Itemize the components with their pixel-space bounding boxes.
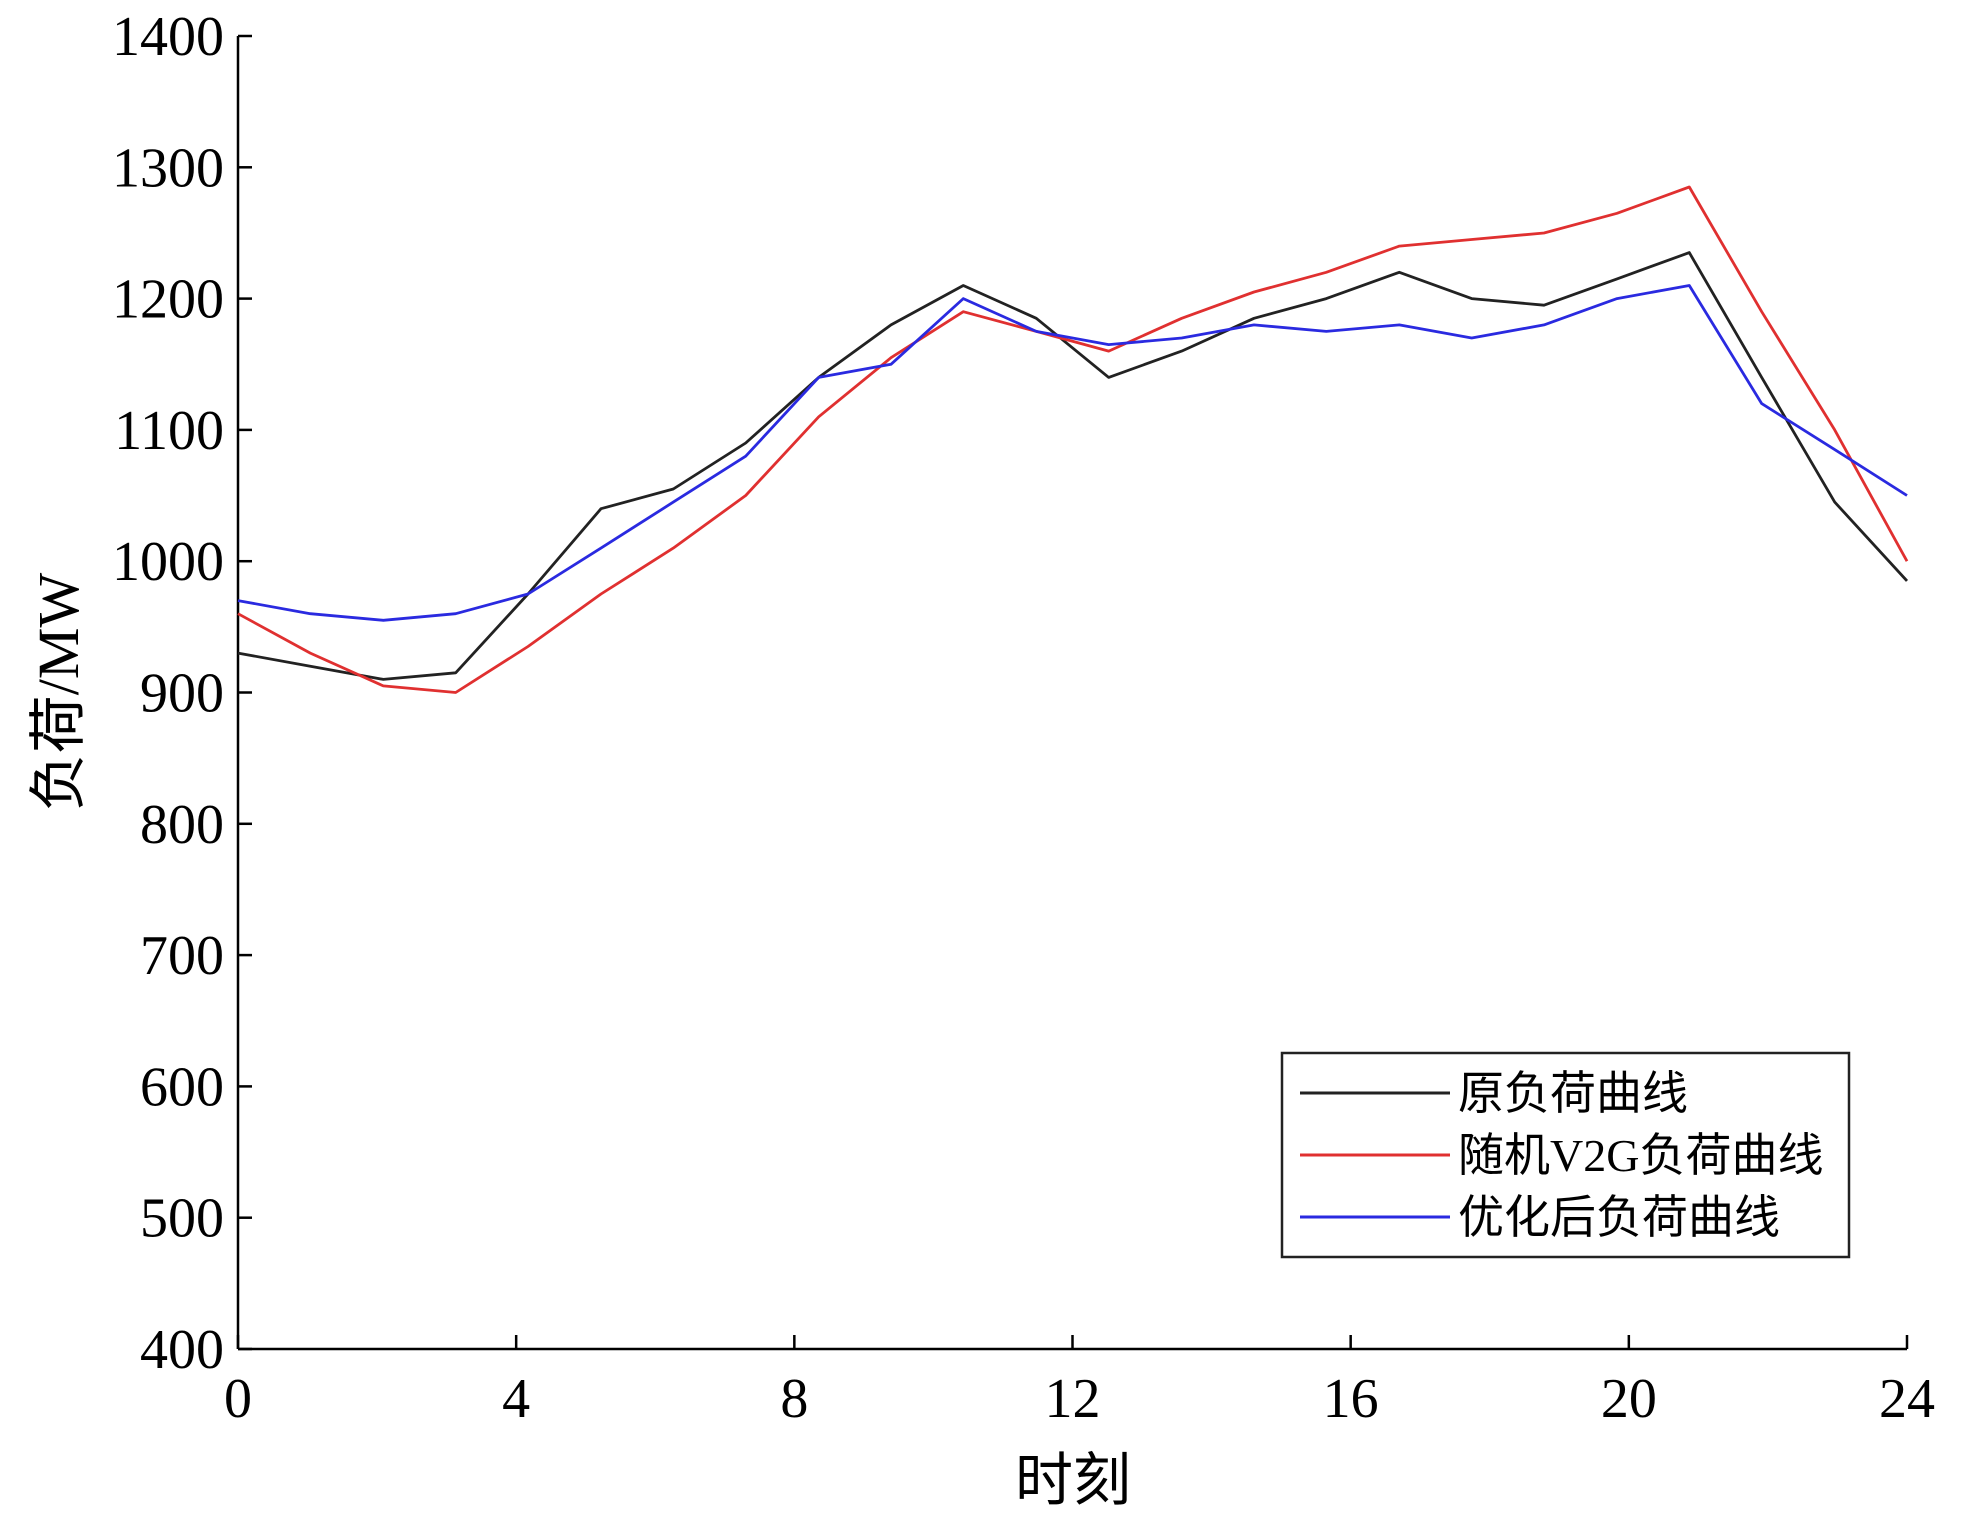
series-line-1 xyxy=(237,251,1909,681)
legend-label-1: 原负荷曲线 xyxy=(1458,1068,1688,1119)
x-tick-label: 12 xyxy=(1045,1368,1101,1430)
x-axis-label: 时刻 xyxy=(1015,1448,1131,1513)
x-tick-label: 8 xyxy=(780,1368,808,1430)
y-tick-label: 600 xyxy=(140,1056,224,1118)
x-tick-label: 0 xyxy=(224,1368,252,1430)
x-tick-label: 4 xyxy=(502,1368,530,1430)
series-line-3 xyxy=(237,284,1908,622)
x-tick-label: 24 xyxy=(1879,1368,1935,1430)
y-tick-label: 1400 xyxy=(112,6,224,68)
y-tick-label: 700 xyxy=(140,925,224,987)
x-tick-label: 16 xyxy=(1323,1368,1379,1430)
series-lines xyxy=(237,185,1909,694)
y-tick-label: 800 xyxy=(140,794,224,856)
legend-label-3: 优化后负荷曲线 xyxy=(1458,1192,1780,1243)
y-tick-label: 1300 xyxy=(112,137,224,199)
y-tick-label: 500 xyxy=(140,1188,224,1250)
x-tick-label: 20 xyxy=(1601,1368,1657,1430)
series-line-2 xyxy=(237,185,1909,694)
y-axis-label: 负荷/MW xyxy=(26,573,91,812)
axes: 0 4 8 12 16 20 24 400 500 600 700 800 900 1000 1100 120… xyxy=(112,6,1935,1430)
legend-label-2: 随机V2G负荷曲线 xyxy=(1458,1130,1823,1181)
y-tick-label: 1200 xyxy=(112,269,224,331)
y-tick-label: 1100 xyxy=(114,400,224,462)
y-tick-label: 1000 xyxy=(112,531,224,593)
y-tick-label: 900 xyxy=(140,663,224,725)
y-tick-label: 400 xyxy=(140,1319,224,1381)
